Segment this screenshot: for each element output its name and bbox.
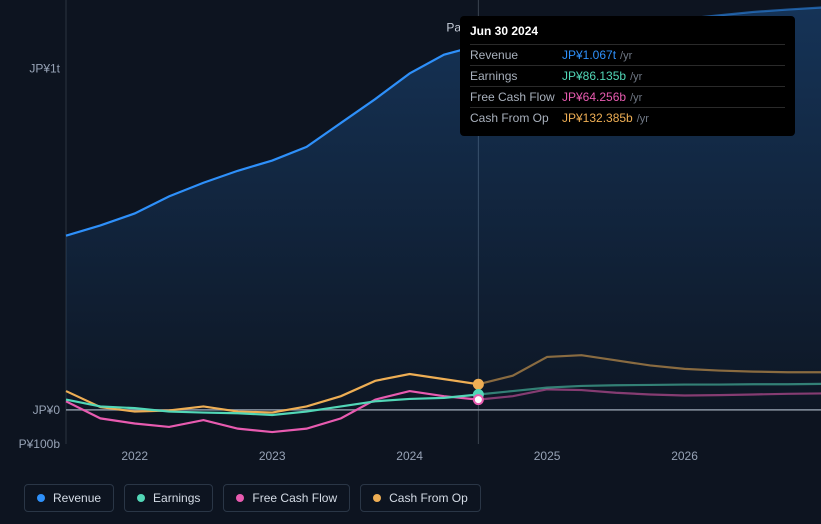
tooltip-row-unit: /yr [637,113,649,125]
tooltip-row-value: JP¥1.067t [562,48,616,62]
legend-swatch [137,494,145,502]
tooltip-row: RevenueJP¥1.067t/yr [470,44,785,65]
svg-text:2024: 2024 [396,449,423,463]
svg-text:JP¥1t: JP¥1t [29,61,60,75]
chart-legend: Revenue Earnings Free Cash Flow Cash From O… [24,484,481,512]
legend-item[interactable]: Cash From Op [360,484,481,512]
tooltip-row: EarningsJP¥86.135b/yr [470,65,785,86]
tooltip-row-unit: /yr [620,50,632,62]
legend-item[interactable]: Revenue [24,484,114,512]
tooltip-row: Free Cash FlowJP¥64.256b/yr [470,86,785,107]
legend-swatch [37,494,45,502]
tooltip-row-value: JP¥132.385b [562,111,633,125]
svg-text:2023: 2023 [259,449,286,463]
legend-label: Earnings [153,491,200,505]
tooltip-row: Cash From OpJP¥132.385b/yr [470,107,785,128]
tooltip-row-value: JP¥86.135b [562,69,626,83]
legend-label: Revenue [53,491,101,505]
svg-text:2022: 2022 [121,449,148,463]
legend-label: Cash From Op [389,491,468,505]
svg-text:2026: 2026 [671,449,698,463]
tooltip-row-label: Free Cash Flow [470,90,562,104]
svg-text:-JP¥100b: -JP¥100b [18,437,60,451]
tooltip-row-label: Cash From Op [470,111,562,125]
legend-item[interactable]: Free Cash Flow [223,484,350,512]
tooltip-row-unit: /yr [630,92,642,104]
chart-tooltip: Jun 30 2024 RevenueJP¥1.067t/yrEarningsJ… [460,16,795,136]
tooltip-row-label: Earnings [470,69,562,83]
tooltip-rows: RevenueJP¥1.067t/yrEarningsJP¥86.135b/yr… [470,44,785,128]
tooltip-row-value: JP¥64.256b [562,90,626,104]
svg-text:2025: 2025 [534,449,561,463]
tooltip-row-unit: /yr [630,71,642,83]
legend-swatch [236,494,244,502]
legend-label: Free Cash Flow [252,491,337,505]
legend-swatch [373,494,381,502]
tooltip-date: Jun 30 2024 [470,24,785,44]
legend-item[interactable]: Earnings [124,484,213,512]
svg-text:JP¥0: JP¥0 [33,403,61,417]
tooltip-row-label: Revenue [470,48,562,62]
